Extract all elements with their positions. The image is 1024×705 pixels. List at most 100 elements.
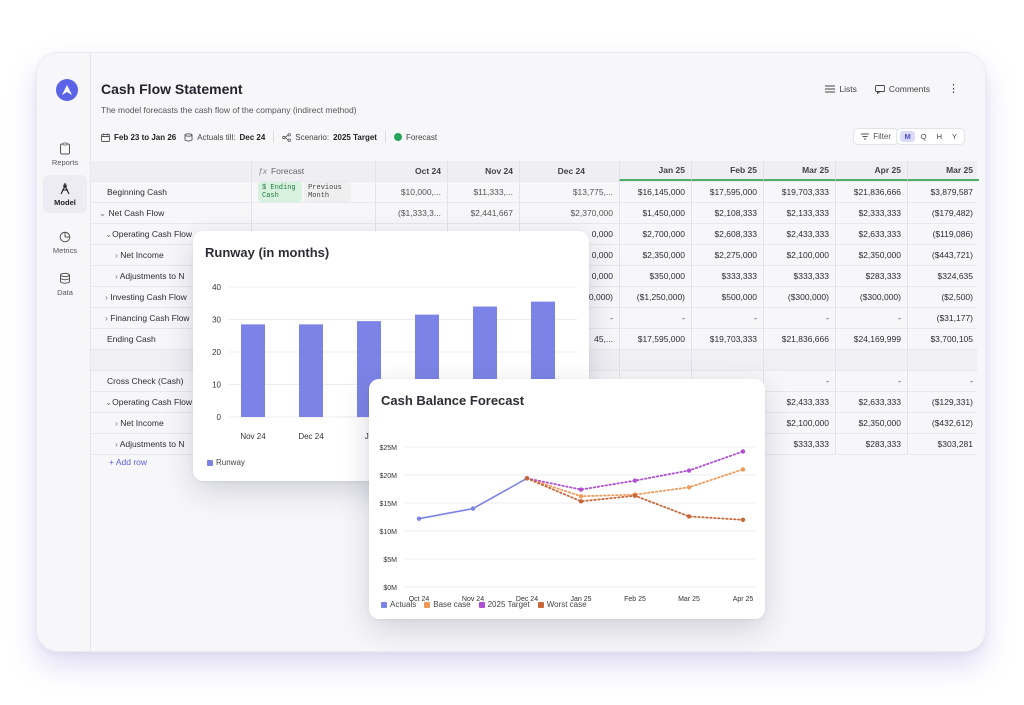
table-cell[interactable]: ($300,000) <box>835 287 907 307</box>
table-cell[interactable]: $2,108,333 <box>691 203 763 223</box>
sidebar-item-reports[interactable]: Reports <box>43 135 87 173</box>
column-header[interactable]: Jan 25 <box>619 161 691 181</box>
row-label[interactable]: › Adjustments to N <box>115 271 184 281</box>
data-point[interactable] <box>632 493 638 498</box>
table-cell[interactable]: $350,000 <box>619 266 691 286</box>
table-cell[interactable]: - <box>835 308 907 328</box>
data-point[interactable] <box>740 467 746 472</box>
expand-chevron-icon[interactable]: ⌄ <box>105 396 113 407</box>
table-cell[interactable]: $19,703,333 <box>763 182 835 202</box>
table-row[interactable]: Beginning Cash $ Ending Cash Previous Mont… <box>91 182 977 203</box>
table-cell[interactable]: - <box>907 371 979 391</box>
data-point[interactable] <box>470 506 476 511</box>
column-header[interactable]: Oct 24 <box>375 161 447 181</box>
row-label[interactable]: Beginning Cash <box>107 187 167 197</box>
table-cell[interactable]: $2,433,333 <box>763 224 835 244</box>
series-line-2025-target[interactable] <box>526 450 744 491</box>
table-cell[interactable]: $24,169,999 <box>835 329 907 349</box>
scenario-selector[interactable]: Scenario: 2025 Target <box>282 133 377 142</box>
table-cell[interactable]: $19,703,333 <box>691 329 763 349</box>
table-cell[interactable]: $3,879,587 <box>907 182 979 202</box>
table-cell[interactable]: $17,595,000 <box>619 329 691 349</box>
granularity-quarter[interactable]: Q <box>920 132 927 141</box>
row-label[interactable]: ⌄Operating Cash Flow <box>105 397 192 408</box>
table-cell[interactable]: $333,333 <box>691 266 763 286</box>
table-cell[interactable]: $2,350,000 <box>835 245 907 265</box>
forecast-formula-cell[interactable] <box>251 203 351 223</box>
data-point[interactable] <box>578 487 584 492</box>
granularity-half[interactable]: H <box>936 132 942 141</box>
sidebar-item-metrics[interactable]: Metrics <box>43 223 87 261</box>
table-cell[interactable]: ($31,177) <box>907 308 979 328</box>
column-header[interactable]: Mar 25 <box>763 161 835 181</box>
table-cell[interactable]: $2,350,000 <box>619 245 691 265</box>
series-line-base-case[interactable] <box>526 468 744 498</box>
table-cell[interactable]: $13,775,... <box>519 182 619 202</box>
data-point[interactable] <box>740 449 746 454</box>
table-cell[interactable]: $324,635 <box>907 266 979 286</box>
app-logo-icon[interactable] <box>56 79 78 101</box>
data-point[interactable] <box>416 516 422 521</box>
table-cell[interactable] <box>763 350 835 370</box>
row-label[interactable]: ⌄ Net Cash Flow <box>99 208 164 219</box>
table-cell[interactable]: $1,450,000 <box>619 203 691 223</box>
table-cell[interactable]: $2,370,000 <box>519 203 619 223</box>
table-cell[interactable]: $283,333 <box>835 434 907 454</box>
actuals-selector[interactable]: Actuals till: Dec 24 <box>184 133 265 142</box>
expand-chevron-icon[interactable]: › <box>115 250 121 260</box>
table-cell[interactable]: ($119,086) <box>907 224 979 244</box>
table-cell[interactable]: $17,595,000 <box>691 182 763 202</box>
table-cell[interactable]: ($1,333,3... <box>375 203 447 223</box>
column-header[interactable]: Nov 24 <box>447 161 519 181</box>
row-label[interactable]: › Financing Cash Flow <box>105 313 190 323</box>
table-cell[interactable]: $2,433,333 <box>763 392 835 412</box>
sidebar-item-data[interactable]: Data <box>43 265 87 303</box>
expand-chevron-icon[interactable]: › <box>115 418 121 428</box>
table-cell[interactable]: $2,133,333 <box>763 203 835 223</box>
table-cell[interactable]: ($443,721) <box>907 245 979 265</box>
table-row[interactable]: ⌄ Net Cash Flow ($1,333,3... $2,441,667 $2,… <box>91 203 977 224</box>
table-cell[interactable]: $2,441,667 <box>447 203 519 223</box>
row-label[interactable]: Ending Cash <box>107 334 156 344</box>
table-cell[interactable] <box>907 350 979 370</box>
table-cell[interactable]: $16,145,000 <box>619 182 691 202</box>
table-cell[interactable]: $2,633,333 <box>835 392 907 412</box>
data-point[interactable] <box>686 485 692 490</box>
table-cell[interactable]: $2,333,333 <box>835 203 907 223</box>
column-header[interactable]: Feb 25 <box>691 161 763 181</box>
row-label[interactable]: › Investing Cash Flow <box>105 292 187 302</box>
table-cell[interactable]: ($432,612) <box>907 413 979 433</box>
table-cell[interactable] <box>691 350 763 370</box>
table-cell[interactable]: $2,700,000 <box>619 224 691 244</box>
lists-button[interactable]: Lists <box>825 84 857 94</box>
filter-button[interactable]: Filter <box>853 128 899 145</box>
expand-chevron-icon[interactable]: ⌄ <box>105 228 113 239</box>
table-cell[interactable]: $3,700,105 <box>907 329 979 349</box>
row-label[interactable]: Cross Check (Cash) <box>107 376 184 386</box>
data-point[interactable] <box>686 468 692 473</box>
data-point[interactable] <box>578 494 584 499</box>
data-point[interactable] <box>632 478 638 483</box>
row-label[interactable]: ⌄Operating Cash Flow <box>105 229 192 240</box>
table-cell[interactable]: ($300,000) <box>763 287 835 307</box>
table-cell[interactable]: $21,836,666 <box>763 329 835 349</box>
forecast-formula-cell[interactable]: $ Ending Cash Previous Month <box>251 182 351 202</box>
table-cell[interactable]: $333,333 <box>763 266 835 286</box>
table-cell[interactable]: ($2,500) <box>907 287 979 307</box>
table-cell[interactable]: $303,281 <box>907 434 979 454</box>
table-cell[interactable]: $2,633,333 <box>835 224 907 244</box>
granularity-month[interactable]: M <box>900 131 915 142</box>
table-cell[interactable]: - <box>763 371 835 391</box>
table-cell[interactable] <box>835 350 907 370</box>
table-cell[interactable]: $500,000 <box>691 287 763 307</box>
forecast-column-header[interactable]: ƒx Forecast <box>251 161 351 181</box>
table-cell[interactable]: $2,100,000 <box>763 245 835 265</box>
column-header[interactable]: Apr 25 <box>835 161 907 181</box>
row-label[interactable]: › Adjustments to N <box>115 439 184 449</box>
expand-chevron-icon[interactable]: › <box>105 292 111 302</box>
series-line-actuals[interactable] <box>418 477 528 520</box>
table-cell[interactable]: $2,350,000 <box>835 413 907 433</box>
data-point[interactable] <box>524 476 530 481</box>
runway-bar[interactable] <box>299 324 323 417</box>
row-label[interactable]: › Net Income <box>115 418 164 428</box>
